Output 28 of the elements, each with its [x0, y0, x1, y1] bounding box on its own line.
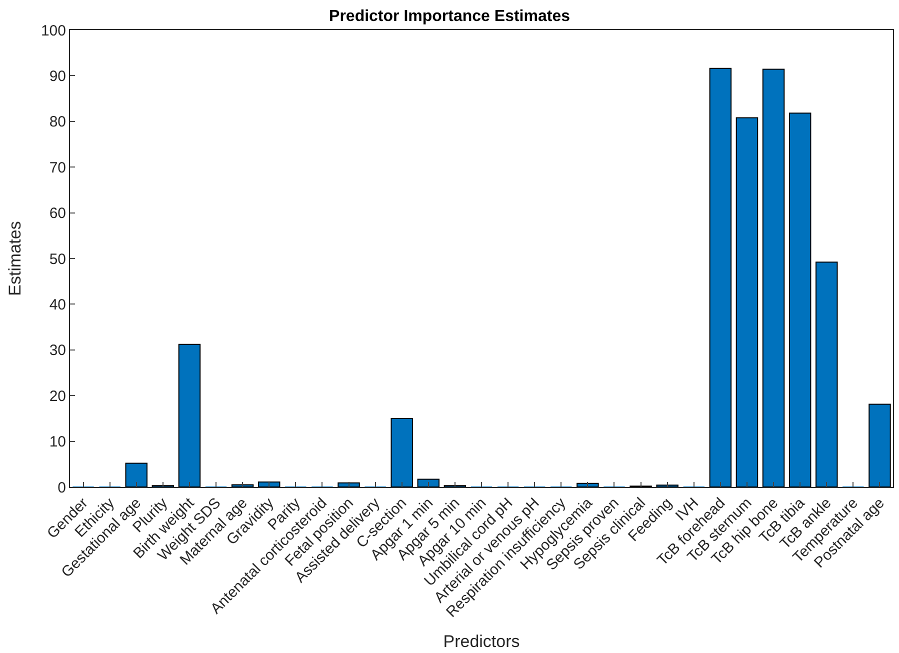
y-tick-label: 40	[49, 296, 66, 314]
y-tick-label: 30	[49, 342, 66, 360]
bar	[736, 117, 758, 487]
bar	[125, 462, 148, 487]
chart-title: Predictor Importance Estimates	[329, 8, 570, 25]
y-tick-label: 80	[49, 114, 66, 131]
y-tick-label: 20	[49, 388, 66, 405]
y-tick-label: 90	[49, 68, 66, 85]
bar	[390, 418, 413, 487]
bar	[417, 478, 440, 487]
x-axis-title: Predictors	[443, 632, 520, 652]
y-tick-label: 60	[49, 205, 66, 222]
bar	[788, 112, 812, 487]
bar	[178, 344, 201, 487]
bar	[816, 262, 838, 487]
y-axis-title: Estimates	[6, 221, 25, 296]
y-tick-label: 50	[49, 250, 66, 268]
bar	[576, 482, 599, 487]
bar	[868, 404, 891, 487]
bar	[709, 68, 732, 487]
y-tick-label: 100	[40, 22, 66, 40]
bar	[762, 68, 785, 487]
bar	[258, 481, 280, 487]
y-tick-label: 70	[49, 159, 66, 176]
y-tick-label: 0	[58, 479, 66, 496]
bar	[338, 482, 360, 487]
bar	[231, 484, 254, 487]
y-tick-label: 10	[49, 434, 66, 451]
